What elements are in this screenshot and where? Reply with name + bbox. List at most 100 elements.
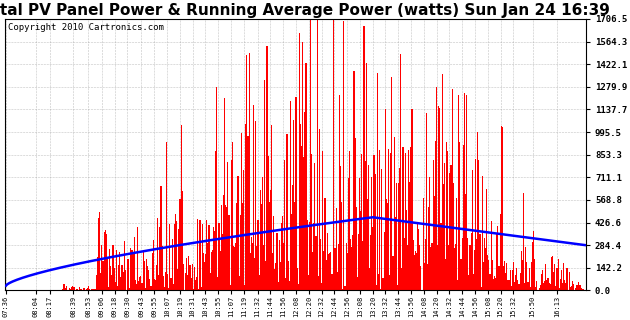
Bar	[253, 105, 254, 291]
Bar	[107, 259, 108, 291]
Bar	[194, 268, 195, 291]
Bar	[165, 272, 166, 291]
Bar	[553, 272, 554, 291]
Bar	[132, 253, 134, 291]
Bar	[168, 288, 169, 291]
Bar	[87, 288, 88, 291]
Bar	[435, 141, 436, 291]
Bar	[464, 93, 465, 291]
Bar	[238, 176, 239, 291]
Bar	[514, 282, 515, 291]
Bar	[152, 240, 154, 291]
Bar	[96, 275, 97, 291]
Bar	[445, 259, 446, 291]
Bar	[309, 222, 310, 291]
Bar	[547, 278, 549, 291]
Bar	[437, 245, 438, 291]
Bar	[142, 251, 144, 291]
Bar	[505, 273, 506, 291]
Bar	[348, 178, 349, 291]
Bar	[106, 234, 107, 291]
Bar	[262, 177, 263, 291]
Bar	[483, 262, 484, 291]
Bar	[205, 254, 206, 291]
Bar	[294, 202, 295, 291]
Bar	[374, 155, 375, 291]
Bar	[418, 229, 419, 291]
Bar	[524, 283, 525, 291]
Bar	[518, 284, 520, 291]
Bar	[477, 132, 478, 291]
Bar	[140, 276, 142, 291]
Bar	[260, 190, 261, 291]
Bar	[149, 279, 151, 291]
Bar	[466, 95, 467, 291]
Bar	[81, 289, 83, 291]
Bar	[80, 289, 81, 291]
Bar	[161, 246, 163, 291]
Bar	[447, 150, 448, 291]
Bar	[188, 256, 190, 291]
Bar	[115, 282, 116, 291]
Bar	[93, 289, 94, 291]
Bar	[566, 268, 568, 291]
Bar	[174, 224, 175, 291]
Bar	[517, 280, 518, 291]
Bar	[578, 282, 579, 291]
Bar	[572, 281, 573, 291]
Bar	[414, 255, 415, 291]
Bar	[342, 289, 343, 291]
Bar	[209, 225, 210, 291]
Bar	[314, 163, 316, 291]
Bar	[562, 283, 563, 291]
Bar	[476, 238, 477, 291]
Bar	[409, 182, 410, 291]
Bar	[513, 262, 514, 291]
Bar	[198, 289, 200, 291]
Bar	[231, 160, 232, 291]
Bar	[498, 266, 500, 291]
Bar	[368, 164, 369, 291]
Bar	[371, 177, 372, 291]
Bar	[320, 239, 321, 291]
Bar	[352, 236, 353, 291]
Bar	[420, 266, 421, 291]
Bar	[210, 252, 212, 291]
Bar	[421, 290, 423, 291]
Bar	[345, 286, 346, 291]
Bar	[252, 243, 253, 291]
Bar	[362, 241, 364, 291]
Bar	[436, 87, 437, 291]
Bar	[338, 244, 339, 291]
Bar	[559, 279, 561, 291]
Bar	[271, 125, 272, 291]
Bar	[204, 262, 205, 291]
Bar	[390, 153, 391, 291]
Bar	[222, 234, 223, 291]
Bar	[474, 250, 475, 291]
Bar	[112, 275, 113, 291]
Bar	[550, 284, 551, 291]
Bar	[478, 160, 479, 291]
Bar	[318, 276, 319, 291]
Bar	[330, 252, 331, 291]
Bar	[183, 264, 184, 291]
Bar	[530, 262, 532, 291]
Bar	[401, 268, 403, 291]
Bar	[558, 259, 559, 291]
Bar	[227, 162, 229, 291]
Bar	[534, 259, 536, 291]
Bar	[497, 227, 498, 291]
Bar	[186, 258, 187, 291]
Bar	[202, 224, 203, 291]
Bar	[471, 233, 472, 291]
Bar	[192, 264, 193, 291]
Bar	[243, 170, 244, 291]
Bar	[539, 288, 540, 291]
Bar	[263, 244, 264, 291]
Bar	[134, 236, 135, 291]
Bar	[61, 290, 62, 291]
Bar	[109, 249, 110, 291]
Bar	[353, 71, 355, 291]
Bar	[581, 288, 582, 291]
